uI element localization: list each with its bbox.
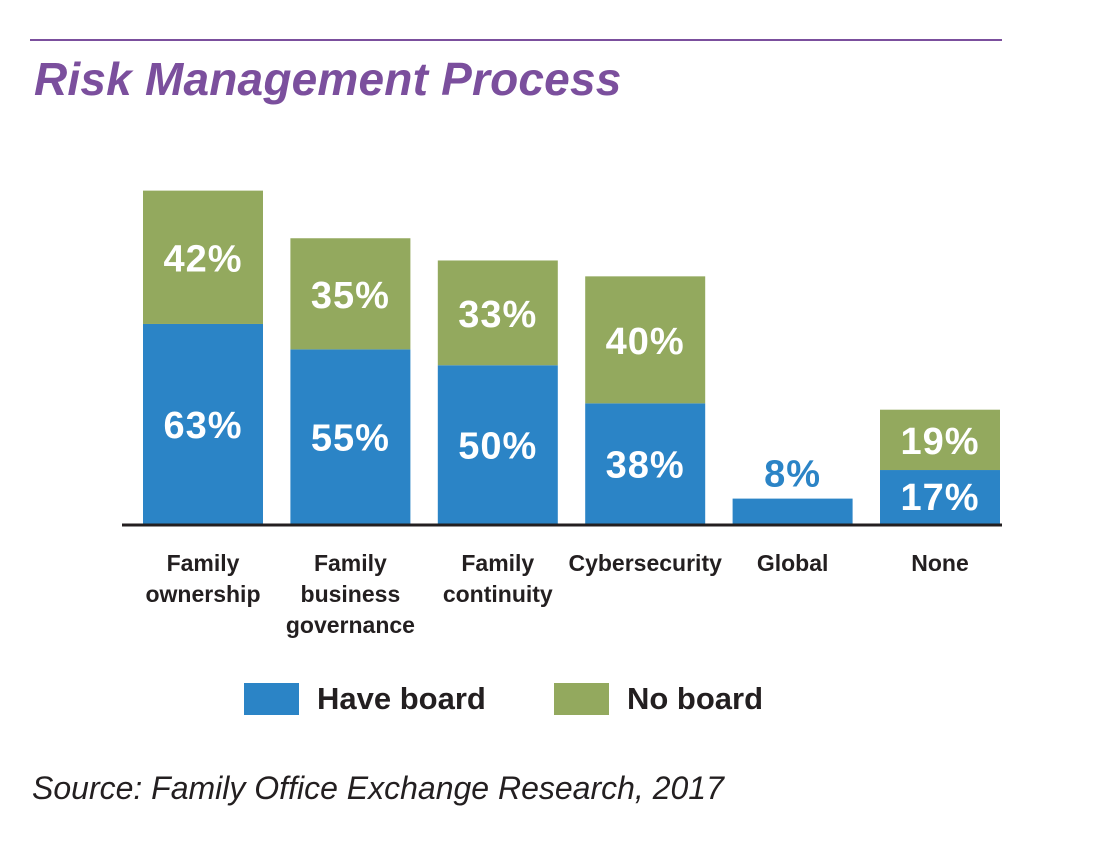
- bar-have-board: [880, 470, 1000, 524]
- category-label: Family business governance: [286, 550, 415, 638]
- category-label: None: [911, 550, 969, 576]
- bar-have-board: [585, 403, 706, 524]
- stacked-bar-chart: 63% 42% Family ownership 55% 35% Family busines…: [122, 190, 1002, 638]
- bar-have-board: [143, 323, 263, 524]
- data-label-no-board: 35%: [311, 275, 390, 317]
- bar-have-board: [437, 365, 558, 524]
- data-label-have-board: 63%: [163, 405, 242, 447]
- category-label: Family continuity: [443, 550, 553, 607]
- data-label-have-board: 17%: [900, 477, 979, 519]
- data-label-have-board: 50%: [458, 426, 537, 468]
- category-label: Family ownership: [145, 550, 260, 607]
- category-label: Cybersecurity: [568, 550, 722, 576]
- data-label-no-board: 40%: [606, 321, 685, 363]
- data-label-no-board: 33%: [458, 294, 537, 336]
- legend-label-no-board: No board: [627, 681, 764, 716]
- legend-swatch-no-board: [554, 683, 609, 715]
- legend-swatch-have-board: [244, 683, 299, 715]
- category-label: Global: [757, 550, 829, 576]
- bar-no-board: [437, 260, 558, 366]
- chart-title: Risk Management Process: [34, 53, 622, 105]
- bar-have-board: [290, 349, 411, 524]
- data-label-have-board: 55%: [311, 418, 390, 460]
- data-label-no-board: 42%: [163, 238, 242, 280]
- title-rule: [30, 39, 1002, 41]
- bar-no-board: [290, 238, 411, 350]
- source-note: Source: Family Office Exchange Research,…: [32, 770, 724, 806]
- bar-no-board: [880, 409, 1000, 471]
- data-label-no-board: 19%: [900, 421, 979, 463]
- legend-label-have-board: Have board: [317, 681, 486, 716]
- data-label-have-board: 8%: [764, 454, 821, 496]
- bar-no-board: [585, 276, 706, 404]
- bar-have-board: [732, 498, 853, 524]
- data-label-have-board: 38%: [606, 445, 685, 487]
- bar-no-board: [143, 190, 263, 324]
